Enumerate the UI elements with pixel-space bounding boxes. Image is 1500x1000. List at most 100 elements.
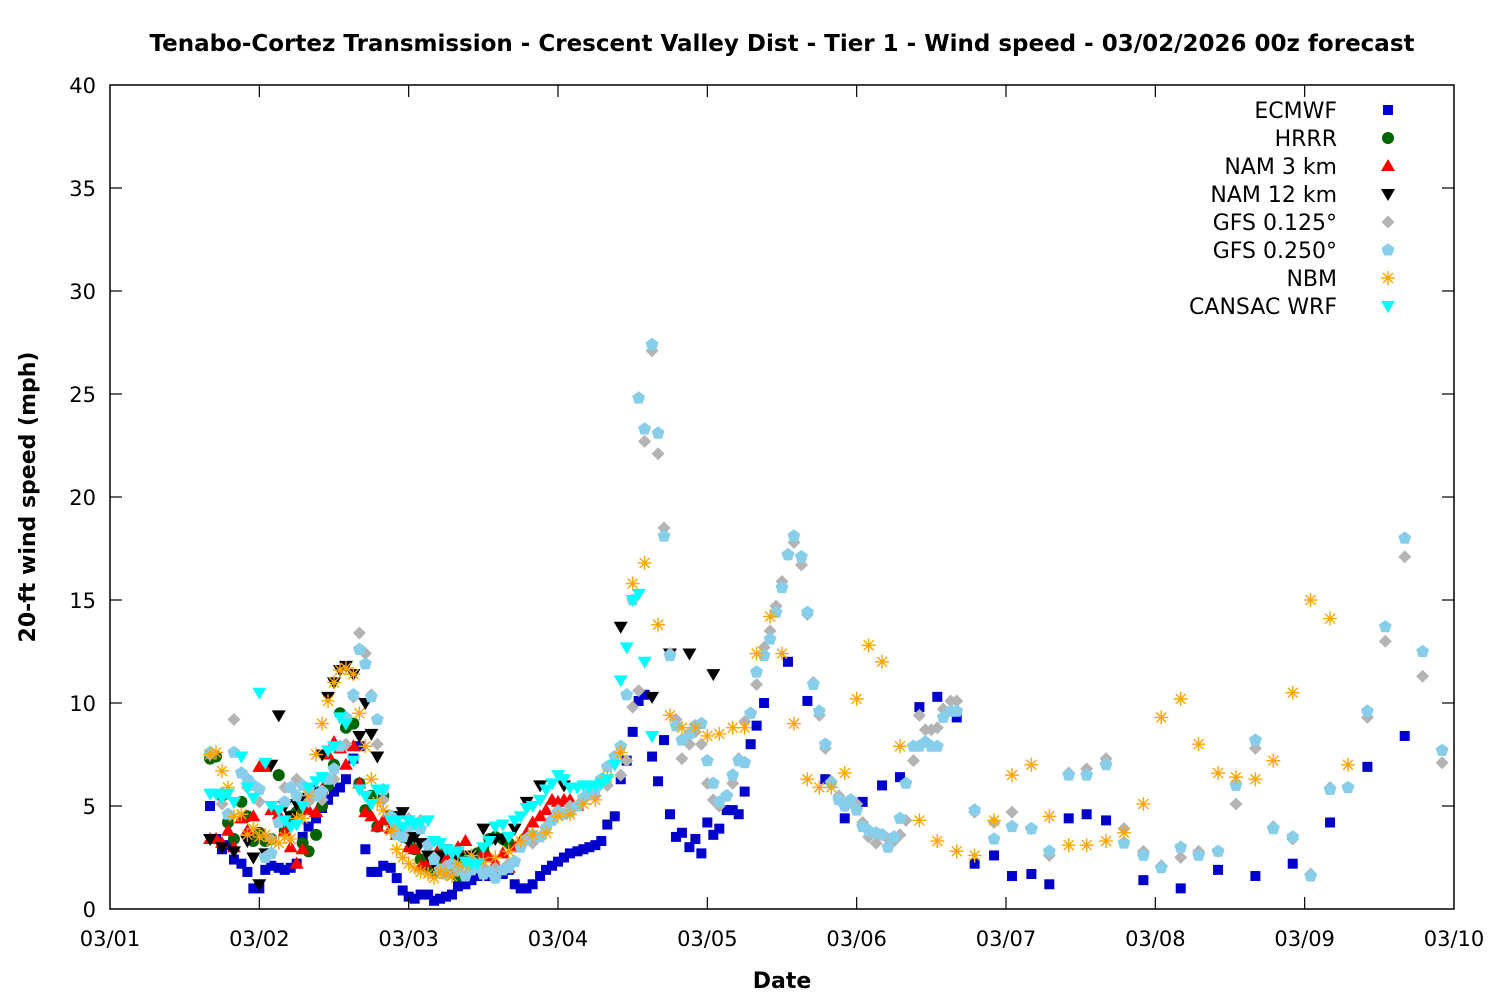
x-tick-label: 03/10 <box>1424 927 1485 951</box>
data-point <box>421 815 436 828</box>
data-point <box>264 846 278 859</box>
data-point <box>290 788 304 802</box>
data-point <box>358 790 373 803</box>
data-point <box>1229 778 1243 791</box>
data-point <box>613 675 628 688</box>
data-point <box>881 840 895 853</box>
data-point <box>385 862 396 873</box>
data-point <box>370 819 385 832</box>
data-point <box>769 605 783 618</box>
data-point <box>228 854 239 865</box>
data-point <box>242 866 253 877</box>
data-point <box>782 656 793 667</box>
data-point <box>248 883 259 894</box>
data-point <box>645 730 660 743</box>
data-point <box>750 677 764 691</box>
data-point <box>429 895 440 906</box>
data-point <box>738 755 752 769</box>
data-point <box>659 735 670 746</box>
data-point <box>675 752 689 766</box>
data-point <box>613 745 628 760</box>
data-point <box>301 782 316 795</box>
data-point <box>358 657 372 670</box>
data-point <box>912 813 927 828</box>
data-point <box>930 739 944 752</box>
data-point <box>638 422 652 435</box>
data-point <box>227 712 241 726</box>
data-point <box>289 819 304 832</box>
data-point <box>1378 634 1392 648</box>
legend-label: NBM <box>1286 267 1337 292</box>
data-point <box>495 846 510 859</box>
data-point <box>1174 840 1188 853</box>
data-point <box>802 695 813 706</box>
data-point <box>272 769 285 782</box>
data-point <box>466 875 477 886</box>
data-point <box>226 796 241 809</box>
data-point <box>1173 691 1188 706</box>
x-tick-label: 03/02 <box>229 927 290 951</box>
data-point <box>1266 753 1281 768</box>
data-point <box>315 716 330 731</box>
data-point <box>513 834 528 849</box>
data-point <box>1304 869 1318 882</box>
series-gfs-0-125- <box>203 344 1449 881</box>
data-point <box>1138 875 1149 886</box>
data-point <box>708 829 719 840</box>
data-point <box>246 852 261 865</box>
x-tick-label: 03/07 <box>976 927 1037 951</box>
legend-label: NAM 12 km <box>1210 183 1337 208</box>
y-tick-label: 30 <box>69 280 96 304</box>
data-point <box>476 842 491 855</box>
series-gfs-0-250- <box>203 337 1449 884</box>
data-point <box>1026 868 1037 879</box>
data-point <box>763 632 777 645</box>
y-tick-label: 5 <box>83 795 96 819</box>
data-point <box>759 698 770 708</box>
data-point <box>215 763 229 778</box>
data-point <box>370 737 384 751</box>
data-point <box>794 549 808 563</box>
data-point <box>533 794 548 807</box>
data-point <box>632 684 646 698</box>
data-point <box>346 688 360 701</box>
data-point <box>220 823 235 836</box>
data-point <box>252 687 267 700</box>
data-point <box>439 844 453 857</box>
data-point <box>378 860 389 871</box>
data-point <box>930 721 944 735</box>
data-point <box>620 688 634 701</box>
legend-label: NAM 3 km <box>1224 155 1337 180</box>
data-point <box>1323 782 1337 795</box>
x-tick-label: 03/09 <box>1274 927 1335 951</box>
data-point <box>260 864 271 875</box>
data-point <box>1154 710 1169 725</box>
data-point <box>289 856 304 869</box>
data-point <box>389 815 404 828</box>
data-point <box>727 805 738 816</box>
data-point <box>227 832 240 845</box>
data-point <box>1228 770 1243 785</box>
data-point <box>1213 864 1224 875</box>
data-point <box>706 669 721 682</box>
data-point <box>800 772 815 787</box>
data-point <box>812 780 827 795</box>
data-point <box>906 754 920 768</box>
data-point <box>338 660 353 675</box>
data-point <box>1192 848 1206 861</box>
data-point <box>360 844 371 855</box>
data-point <box>439 866 453 881</box>
data-point <box>383 823 398 838</box>
data-point <box>427 852 441 866</box>
data-point <box>968 803 982 816</box>
x-tick-label: 03/04 <box>528 927 589 951</box>
data-point <box>273 862 284 873</box>
data-point <box>824 780 839 795</box>
data-point <box>1435 743 1449 756</box>
data-point <box>562 792 577 805</box>
data-point <box>364 690 378 703</box>
data-point <box>932 691 943 702</box>
data-point <box>631 588 646 601</box>
data-point <box>619 642 634 655</box>
data-point <box>875 654 890 669</box>
